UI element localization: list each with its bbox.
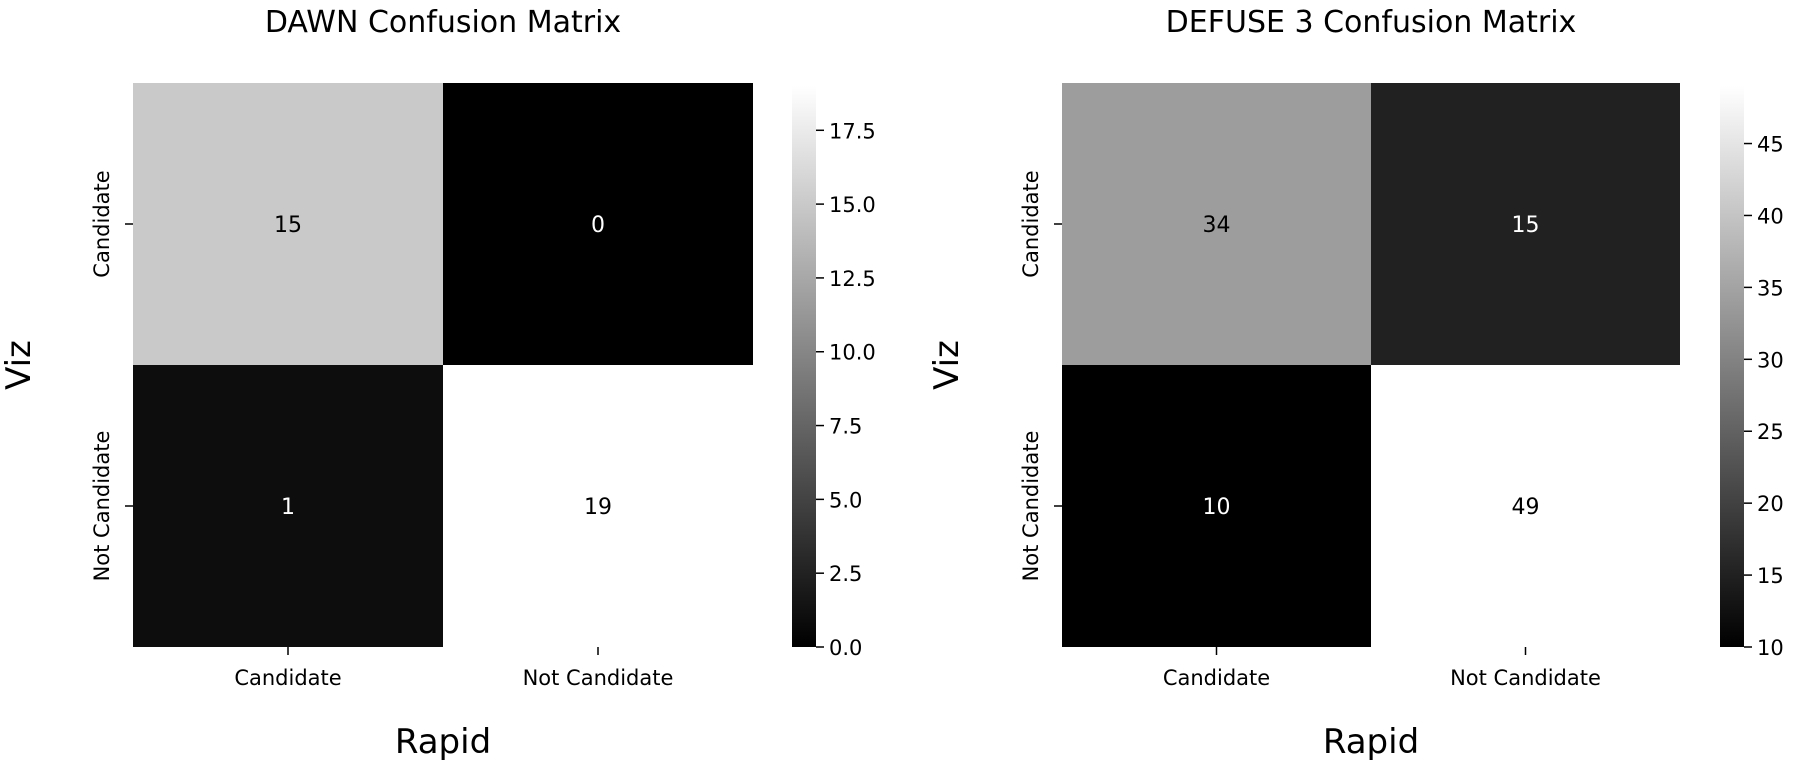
heatmap-cell-r0-c0 — [1062, 83, 1371, 365]
cell-value-r1-c1: 19 — [584, 495, 612, 520]
heatmap-panel-0: DAWN Confusion Matrix 15 0 1 19 Candidate Not … — [0, 5, 876, 762]
cell-value-r1-c1: 49 — [1512, 495, 1540, 520]
heatmap-panel-1: DEFUSE 3 Confusion Matrix 34 15 10 49 Candida… — [927, 5, 1784, 762]
colorbar-tick-label-1: 2.5 — [829, 562, 862, 586]
colorbar-tick-label-2: 20 — [1757, 492, 1784, 516]
colorbar-tick-label-7: 17.5 — [829, 119, 876, 143]
colorbar-tick-label-3: 25 — [1757, 420, 1784, 444]
heatmap-cell-r1-c0 — [1062, 365, 1371, 647]
colorbar — [792, 86, 816, 647]
heatmap-cell-r1-c0 — [133, 365, 443, 647]
cell-value-r0-c0: 15 — [274, 213, 302, 238]
heatmap-cell-r0-c0 — [133, 83, 443, 365]
colorbar-tick-label-4: 10.0 — [829, 341, 876, 365]
x-tick-label-0: Candidate — [1163, 666, 1270, 690]
cell-value-r1-c0: 10 — [1203, 495, 1231, 520]
y-tick-label-0: Candidate — [90, 170, 114, 277]
x-tick-label-1: Not Candidate — [523, 666, 674, 690]
heatmap-cell-r0-c1 — [1371, 83, 1680, 365]
y-axis-label: Viz — [0, 340, 39, 390]
colorbar-tick-label-3: 7.5 — [829, 415, 862, 439]
y-tick-label-1: Not Candidate — [90, 431, 114, 582]
colorbar-tick-label-7: 45 — [1757, 133, 1784, 157]
colorbar-tick-label-1: 15 — [1757, 564, 1784, 588]
cell-value-r0-c1: 15 — [1512, 213, 1540, 238]
heatmap-cell-r1-c1 — [443, 365, 753, 647]
colorbar-tick-label-4: 30 — [1757, 348, 1784, 372]
x-axis-label: Rapid — [1323, 722, 1419, 762]
y-tick-label-0: Candidate — [1019, 170, 1043, 277]
colorbar-tick-label-0: 10 — [1757, 636, 1784, 660]
colorbar-tick-label-2: 5.0 — [829, 488, 862, 512]
heatmap-cell-r0-c1 — [443, 83, 753, 365]
colorbar-tick-label-5: 12.5 — [829, 267, 876, 291]
x-tick-label-0: Candidate — [234, 666, 341, 690]
colorbar — [1720, 86, 1744, 647]
colorbar-tick-label-0: 0.0 — [829, 636, 862, 660]
colorbar-tick-label-5: 35 — [1757, 276, 1784, 300]
colorbar-tick-label-6: 15.0 — [829, 193, 876, 217]
chart-title: DAWN Confusion Matrix — [265, 5, 621, 40]
y-tick-label-1: Not Candidate — [1019, 431, 1043, 582]
x-axis-label: Rapid — [395, 722, 491, 762]
y-axis-label: Viz — [927, 340, 967, 390]
chart-title: DEFUSE 3 Confusion Matrix — [1166, 5, 1577, 40]
cell-value-r1-c0: 1 — [281, 495, 295, 520]
x-tick-label-1: Not Candidate — [1450, 666, 1601, 690]
heatmap-cell-r1-c1 — [1371, 365, 1680, 647]
cell-value-r0-c0: 34 — [1203, 213, 1231, 238]
colorbar-tick-label-6: 40 — [1757, 204, 1784, 228]
cell-value-r0-c1: 0 — [591, 213, 605, 238]
